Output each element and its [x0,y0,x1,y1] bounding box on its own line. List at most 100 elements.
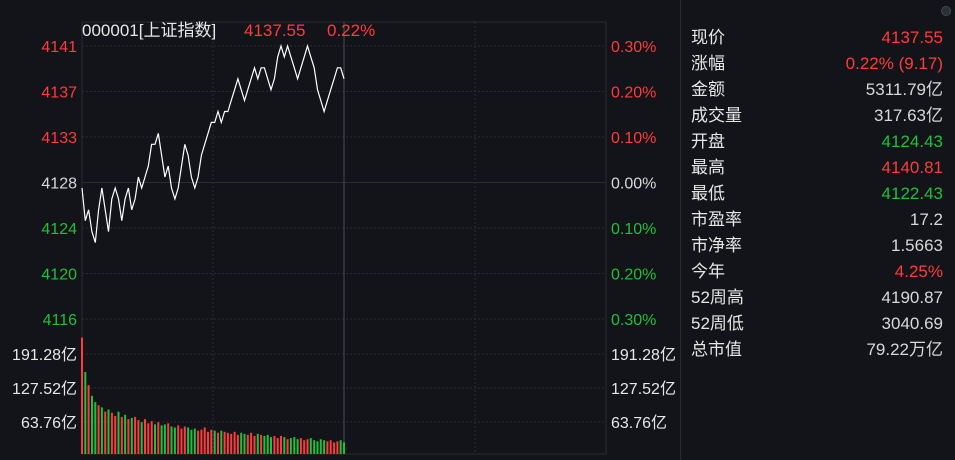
volume-bar [193,428,196,454]
y-axis-pct-tick-label: 0.10% [611,221,656,238]
volume-bar [296,439,299,454]
volume-bar [117,411,120,454]
stat-row: 开盘 4124.43 [691,130,943,154]
stat-value: 4124.43 [881,132,943,151]
quote-stats-panel: 现价 4137.55 涨幅 0.22% (9.17) 金额 5311.79亿 成交量 317.… [680,0,955,460]
volume-bar [339,440,342,454]
stat-label: 总市值 [691,340,742,359]
volume-bar [200,429,203,454]
stat-value: 3040.69 [881,314,943,333]
y-axis-tick-label: 4128 [41,176,77,193]
volume-bar [144,419,146,454]
y-axis-pct-tick-label: 0.10% [611,130,656,147]
volume-bar [233,431,236,454]
volume-bar [177,425,180,454]
y-axis-pct-tick-label: 0.20% [611,267,656,284]
volume-bar [210,429,213,454]
volume-bar [246,434,249,454]
y-axis-tick-label: 4137 [41,85,77,102]
volume-bar [223,431,226,454]
stat-label: 市盈率 [691,210,742,229]
y-axis-tick-label: 4116 [43,312,78,329]
volume-bar [309,438,312,454]
volume-tick-label: 63.76亿 [611,414,667,432]
volume-bar [276,438,279,454]
stat-row: 52周高 4190.87 [691,286,943,310]
volume-bar [319,439,322,454]
volume-bar [280,436,282,454]
volume-bar [157,422,160,454]
volume-bar [270,437,272,454]
stat-label: 52周高 [691,288,744,307]
volume-bar [81,337,83,454]
volume-bar [313,440,316,454]
volume-bar [110,412,113,454]
volume-bar [114,415,117,454]
volume-bar [323,440,326,454]
stat-value: 4190.87 [881,288,943,307]
stat-row: 52周低 3040.69 [691,312,943,336]
volume-bar [316,441,319,454]
volume-bar [263,436,266,454]
stat-label: 最低 [691,184,725,203]
volume-bar [217,432,219,454]
stat-value: 5311.79亿 [865,80,943,99]
volume-bar [303,440,306,454]
volume-bar [299,438,302,454]
volume-tick-label: 127.52亿 [12,380,77,398]
stat-value: 4122.43 [881,184,943,203]
y-axis-pct-tick-label: 0.20% [611,85,656,102]
volume-bar [256,433,259,454]
volume-bar [230,433,233,454]
stat-value: 4140.81 [881,158,943,177]
volume-bar [203,427,206,454]
stat-label: 成交量 [691,106,742,125]
volume-bar [266,434,269,454]
stat-label: 市净率 [691,236,742,255]
intraday-chart[interactable]: 4141 4137 4133 4128 4124 4120 4116 0.30% 0.20% 0.… [0,0,680,460]
volume-bar [236,434,239,454]
stat-row: 涨幅 0.22% (9.17) [691,52,943,76]
stat-value: 4137.55 [881,28,943,47]
volume-bar [160,425,163,454]
volume-bar [326,441,329,454]
volume-bar [283,437,286,454]
intraday-chart-panel[interactable]: 4141 4137 4133 4128 4124 4120 4116 0.30% 0.20% 0.… [0,0,680,460]
volume-bar [336,441,339,454]
volume-bar [124,414,127,454]
volume-bar [343,442,345,454]
circle-icon[interactable] [941,6,951,16]
volume-bar [220,430,223,454]
volume-bar [197,430,200,454]
volume-bar [240,432,243,454]
stat-row: 今年 4.25% [691,260,943,284]
volume-bar [140,422,143,454]
volume-bar [187,427,190,454]
volume-bar [306,439,309,454]
stat-value: 79.22万亿 [866,340,943,359]
volume-bar [183,426,186,454]
volume-bar [94,402,97,454]
index-price: 4137.55 [244,21,306,40]
volume-bar [286,439,289,454]
volume-bar [293,437,296,454]
volume-bar [167,423,170,454]
y-axis-tick-label: 4120 [41,267,77,284]
y-axis-tick-label: 4141 [41,39,77,56]
stat-value: 317.63亿 [874,106,943,125]
stat-row: 最高 4140.81 [691,156,943,180]
volume-bar [329,440,332,454]
stat-value: 0.22% (9.17) [845,54,943,73]
volume-bar [130,418,133,454]
volume-bar [226,432,229,454]
y-axis-tick-label: 4133 [41,130,77,147]
volume-bar [120,416,123,454]
index-change-pct: 0.22% [327,21,376,40]
volume-bar [273,436,276,454]
stat-label: 开盘 [691,132,725,151]
y-axis-tick-label: 4124 [41,221,77,238]
stat-row: 最低 4122.43 [691,182,943,206]
stat-value: 1.5663 [891,236,943,255]
stat-value: 4.25% [894,262,943,281]
stat-label: 今年 [691,262,725,281]
